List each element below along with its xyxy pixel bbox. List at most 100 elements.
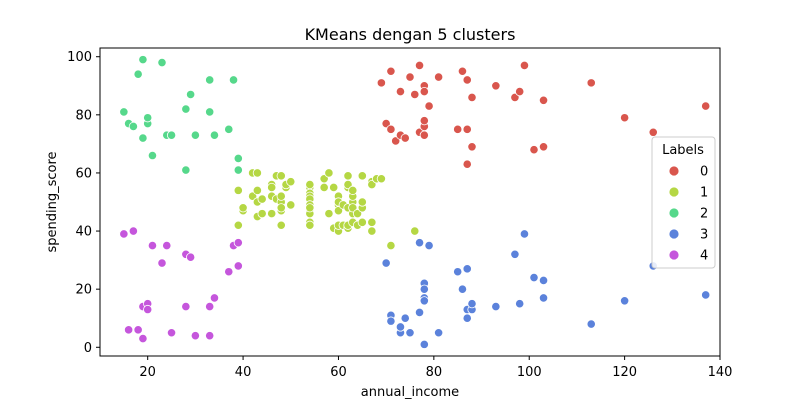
data-point-cluster-3	[453, 267, 463, 277]
data-point-cluster-1	[305, 179, 315, 190]
data-point-cluster-1	[376, 174, 386, 184]
data-point-cluster-4	[233, 238, 243, 248]
data-point-cluster-4	[209, 293, 220, 303]
data-point-cluster-0	[519, 60, 530, 71]
y-tick-label: 100	[67, 50, 92, 65]
data-point-cluster-2	[205, 107, 215, 117]
data-point-cluster-0	[424, 101, 434, 111]
y-tick-label: 40	[75, 225, 92, 240]
data-point-cluster-1	[348, 185, 358, 195]
data-point-cluster-0	[462, 124, 472, 134]
data-point-cluster-3	[462, 313, 472, 323]
data-point-cluster-2	[166, 130, 177, 140]
x-tick-label: 120	[612, 365, 637, 380]
y-tick-label: 0	[84, 341, 92, 356]
data-point-cluster-3	[419, 339, 429, 349]
data-point-cluster-0	[467, 92, 477, 103]
legend-items: 0 1 2 3 4	[668, 165, 708, 264]
data-point-cluster-1	[233, 220, 243, 230]
data-point-cluster-4	[119, 229, 129, 239]
data-point-cluster-3	[386, 316, 396, 326]
data-point-cluster-4	[205, 331, 215, 341]
data-point-cluster-3	[538, 275, 549, 286]
data-point-cluster-0	[467, 142, 477, 152]
data-point-cluster-2	[143, 113, 153, 123]
data-point-cluster-0	[701, 101, 711, 111]
data-point-cluster-1	[267, 209, 277, 219]
data-point-cluster-0	[386, 66, 396, 76]
data-point-cluster-0	[491, 81, 501, 91]
data-point-cluster-0	[620, 113, 630, 123]
data-point-cluster-0	[529, 145, 539, 155]
data-point-cluster-2	[205, 75, 215, 85]
data-point-cluster-4	[128, 226, 138, 236]
data-point-cluster-0	[538, 142, 549, 152]
data-point-cluster-1	[267, 182, 277, 193]
y-axis: 0 20 40 60 80 100	[67, 50, 100, 356]
legend-label-1: 1	[700, 186, 708, 201]
data-point-cluster-0	[419, 116, 429, 126]
data-point-cluster-0	[419, 130, 429, 140]
data-point-cluster-3	[381, 258, 391, 268]
data-point-cluster-3	[457, 284, 468, 294]
data-point-cluster-0	[419, 86, 429, 97]
legend-marker-4	[668, 249, 680, 261]
data-point-cluster-2	[128, 121, 138, 132]
data-point-cluster-4	[143, 304, 153, 315]
data-point-cluster-2	[224, 124, 234, 134]
data-point-cluster-1	[252, 168, 262, 178]
data-point-cluster-0	[434, 72, 444, 82]
data-point-cluster-3	[701, 290, 711, 300]
data-point-cluster-0	[400, 133, 410, 143]
data-point-cluster-2	[186, 89, 196, 100]
data-point-cluster-1	[343, 171, 353, 181]
data-point-cluster-2	[157, 57, 167, 68]
data-point-cluster-1	[276, 220, 286, 230]
data-point-cluster-1	[410, 226, 420, 236]
data-point-cluster-4	[157, 258, 167, 268]
data-point-cluster-2	[233, 165, 243, 175]
data-point-cluster-2	[228, 75, 239, 85]
data-point-cluster-2	[181, 104, 191, 114]
data-point-cluster-3	[491, 301, 501, 312]
data-point-cluster-1	[329, 182, 339, 193]
data-point-cluster-3	[414, 307, 425, 318]
data-point-cluster-0	[414, 60, 425, 71]
data-point-cluster-1	[233, 185, 243, 195]
x-tick-label: 140	[708, 365, 733, 380]
data-point-cluster-3	[434, 328, 444, 338]
data-point-cluster-0	[410, 89, 420, 100]
data-point-cluster-3	[510, 249, 520, 259]
x-tick-label: 40	[235, 365, 252, 380]
data-point-cluster-4	[133, 325, 143, 335]
data-point-cluster-2	[119, 107, 129, 117]
data-point-cluster-3	[515, 299, 525, 309]
data-point-cluster-3	[419, 284, 429, 294]
data-point-cluster-2	[138, 55, 148, 65]
data-point-cluster-3	[424, 240, 434, 251]
data-point-cluster-1	[319, 182, 329, 193]
data-point-cluster-1	[324, 209, 334, 219]
data-point-cluster-3	[419, 296, 429, 306]
x-tick-label: 100	[517, 365, 542, 380]
data-point-cluster-0	[376, 78, 386, 88]
points-layer	[119, 55, 711, 349]
y-axis-label: spending_score	[45, 151, 60, 252]
data-point-cluster-2	[190, 130, 200, 140]
data-point-cluster-4	[124, 325, 134, 335]
data-point-cluster-1	[324, 168, 334, 178]
data-point-cluster-1	[357, 217, 367, 227]
legend-marker-2	[668, 207, 680, 219]
data-point-cluster-1	[357, 197, 367, 207]
data-point-cluster-3	[620, 296, 630, 306]
data-point-cluster-4	[190, 331, 200, 341]
data-point-cluster-3	[519, 229, 530, 239]
data-point-cluster-3	[400, 313, 410, 323]
data-point-cluster-1	[276, 171, 286, 181]
data-point-cluster-4	[233, 261, 243, 271]
data-point-cluster-1	[238, 203, 248, 213]
data-point-cluster-0	[457, 66, 468, 76]
data-point-cluster-0	[586, 78, 596, 88]
legend-label-0: 0	[700, 165, 708, 180]
